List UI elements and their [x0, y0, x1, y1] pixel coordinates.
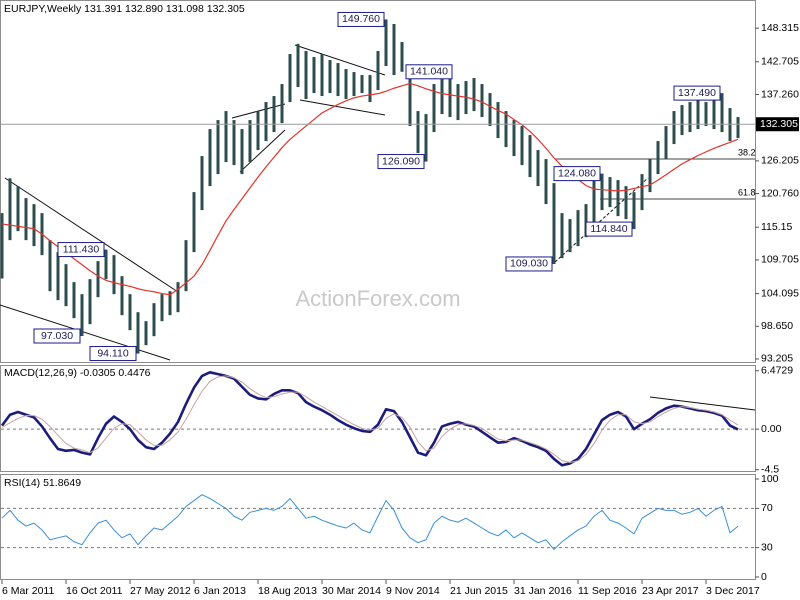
y-tick-label: 120.760 [761, 187, 799, 199]
fib-label: 61.8 [738, 187, 756, 197]
y-tick-label: 30 [761, 541, 773, 553]
price-annotation: 124.080 [558, 167, 596, 179]
price-annotation-box [337, 11, 385, 27]
price-annotation: 94.110 [97, 347, 128, 359]
macd-panel [0, 365, 756, 472]
y-tick-label: 109.705 [761, 254, 799, 266]
y-tick-label: 115.15 [761, 221, 792, 233]
x-tick-label: 11 Sep 2016 [578, 585, 637, 597]
series-line [1, 82, 739, 296]
y-tick-label: -4.5 [761, 464, 779, 476]
series-line [1, 375, 739, 464]
series-line [1, 494, 739, 551]
price-annotation-box [405, 64, 453, 80]
trendline [0, 304, 171, 361]
trendline [4, 177, 179, 293]
chart-title: EURJPY,Weekly 131.391 132.890 131.098 13… [4, 3, 245, 15]
last-price-box [756, 117, 799, 132]
rsi-panel [0, 474, 756, 580]
price-annotation: 97.030 [41, 330, 73, 342]
y-tick-label: 0.00 [761, 423, 782, 435]
y-tick-label: 100 [761, 473, 779, 485]
y-tick-label: 142.705 [761, 56, 799, 68]
macd-title: MACD(12,26,9) -0.0305 0.4476 [4, 367, 151, 379]
y-tick-label: 104.095 [761, 287, 799, 299]
price-annotation: 114.840 [590, 223, 627, 235]
last-price-label: 132.305 [760, 118, 798, 130]
rsi-title: RSI(14) 51.8649 [4, 477, 81, 489]
price-annotation: 141.040 [410, 66, 448, 78]
price-panel [0, 0, 756, 363]
price-annotation-box [377, 154, 425, 170]
x-tick-label: 21 Jun 2015 [450, 585, 508, 597]
x-tick-label: 6 Mar 2011 [2, 585, 54, 597]
trendline [649, 396, 756, 411]
fib-label: 38.2 [738, 147, 756, 157]
price-annotation-box [505, 256, 553, 272]
price-annotation-box [553, 166, 601, 182]
trendline [239, 129, 286, 173]
y-tick-label: 137.260 [761, 88, 799, 100]
price-annotation: 111.430 [63, 243, 100, 255]
price-annotation: 137.490 [678, 87, 716, 99]
y-tick-label: 148.315 [761, 22, 799, 34]
x-tick-label: 9 Nov 2014 [386, 585, 440, 597]
price-annotation-box [57, 242, 105, 258]
x-tick-label: 16 Oct 2011 [66, 585, 123, 597]
price-annotation: 149.760 [342, 13, 380, 25]
x-tick-label: 30 Mar 2014 [322, 585, 381, 597]
x-tick-label: 27 May 2012 [130, 585, 191, 597]
trendline [294, 44, 386, 76]
price-annotation-box [585, 221, 633, 237]
y-tick-label: 70 [761, 502, 773, 514]
x-tick-label: 6 Jan 2013 [194, 585, 246, 597]
watermark: ActionForex.com [295, 286, 460, 311]
y-tick-label: 93.205 [761, 353, 793, 365]
x-tick-label: 18 Aug 2013 [258, 585, 317, 597]
price-annotation-box [89, 346, 137, 362]
y-tick-label: 0 [761, 571, 767, 583]
price-annotation-box [33, 328, 81, 344]
price-annotation: 126.090 [382, 155, 420, 167]
x-tick-label: 23 Apr 2017 [642, 585, 699, 597]
trendline [299, 99, 386, 116]
y-tick-label: 126.205 [761, 155, 799, 167]
price-annotation: 109.030 [510, 258, 548, 270]
x-tick-label: 31 Jan 2016 [514, 585, 572, 597]
trendline [231, 103, 286, 119]
y-tick-label: 98.650 [761, 320, 793, 332]
price-annotation-box [673, 85, 721, 101]
x-tick-label: 3 Dec 2017 [706, 585, 760, 597]
y-tick-label: 6.4729 [761, 365, 793, 377]
